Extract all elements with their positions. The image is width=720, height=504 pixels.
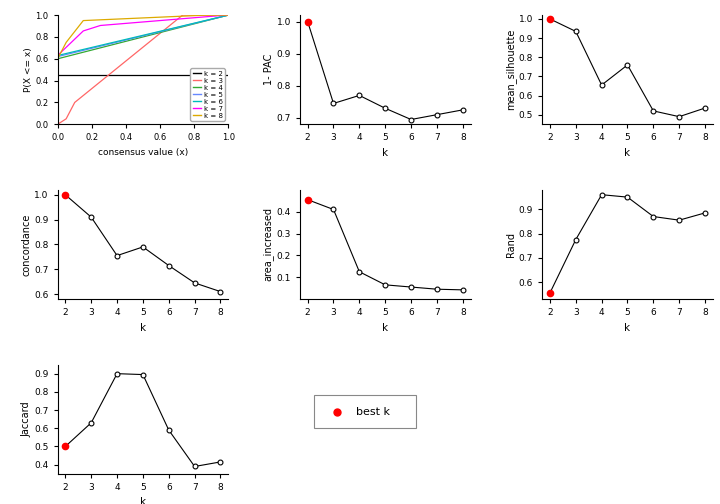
X-axis label: k: k bbox=[624, 323, 631, 333]
Y-axis label: area_increased: area_increased bbox=[263, 208, 274, 281]
X-axis label: k: k bbox=[382, 323, 388, 333]
Y-axis label: mean_silhouette: mean_silhouette bbox=[505, 29, 516, 110]
X-axis label: k: k bbox=[140, 323, 146, 333]
X-axis label: k: k bbox=[624, 148, 631, 158]
Legend: k = 2, k = 3, k = 4, k = 5, k = 6, k = 7, k = 8: k = 2, k = 3, k = 4, k = 5, k = 6, k = 7… bbox=[191, 69, 225, 121]
X-axis label: k: k bbox=[382, 148, 388, 158]
Y-axis label: P(X <= x): P(X <= x) bbox=[24, 47, 32, 92]
X-axis label: consensus value (x): consensus value (x) bbox=[98, 148, 188, 157]
Y-axis label: Rand: Rand bbox=[506, 232, 516, 257]
Y-axis label: concordance: concordance bbox=[22, 213, 32, 276]
Y-axis label: 1- PAC: 1- PAC bbox=[264, 54, 274, 85]
Bar bbox=[313, 395, 416, 428]
Y-axis label: Jaccard: Jaccard bbox=[22, 401, 32, 437]
X-axis label: k: k bbox=[140, 497, 146, 504]
Text: best k: best k bbox=[356, 407, 390, 416]
